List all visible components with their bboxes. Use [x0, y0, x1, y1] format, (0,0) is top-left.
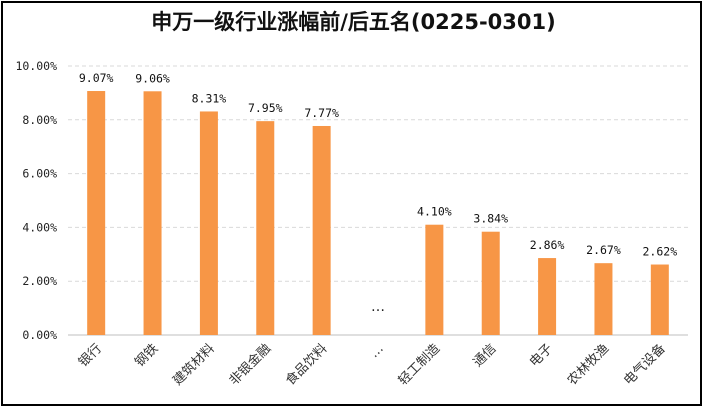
chart-frame — [1, 1, 702, 406]
x-category-label: … — [367, 341, 387, 361]
x-category-label: 农林牧渔 — [565, 341, 612, 388]
y-tick-label: 4.00% — [22, 220, 57, 234]
gap-marker: … — [371, 299, 385, 315]
x-category-label: 食品饮料 — [282, 341, 330, 389]
data-label: 2.62% — [643, 245, 678, 259]
bar — [312, 125, 331, 335]
data-label: 8.31% — [192, 91, 227, 105]
y-tick-label: 6.00% — [22, 167, 57, 181]
bar — [256, 121, 275, 336]
x-category-label: 银行 — [76, 341, 105, 370]
bar — [481, 231, 500, 335]
bar — [425, 224, 444, 335]
data-label: 2.67% — [586, 243, 621, 257]
data-label: 4.10% — [417, 205, 452, 219]
chart-title: 申万一级行业涨幅前/后五名(0225-0301) — [151, 10, 556, 34]
x-category-label: 通信 — [471, 341, 500, 370]
data-label: 7.77% — [304, 106, 339, 120]
x-category-label: 电气设备 — [621, 341, 669, 389]
y-tick-label: 2.00% — [22, 274, 57, 288]
bar — [143, 91, 162, 335]
bar — [594, 263, 613, 335]
x-category-label: 电子 — [527, 341, 556, 370]
x-category-label: 轻工制造 — [396, 341, 443, 388]
y-tick-label: 10.00% — [15, 59, 57, 73]
data-label: 9.07% — [79, 71, 114, 85]
bar — [87, 91, 106, 335]
data-label: 7.95% — [248, 101, 283, 115]
x-category-label: 钢铁 — [132, 341, 161, 370]
bar — [650, 264, 669, 335]
bar — [199, 111, 218, 335]
bar — [538, 258, 557, 335]
x-category-label: 建筑材料 — [170, 341, 218, 389]
data-label: 9.06% — [135, 71, 170, 85]
data-label: 3.84% — [473, 212, 508, 226]
y-tick-label: 0.00% — [22, 328, 57, 342]
x-category-label: 非银金融 — [226, 341, 274, 389]
data-label: 2.86% — [530, 238, 565, 252]
y-tick-label: 8.00% — [22, 113, 57, 127]
